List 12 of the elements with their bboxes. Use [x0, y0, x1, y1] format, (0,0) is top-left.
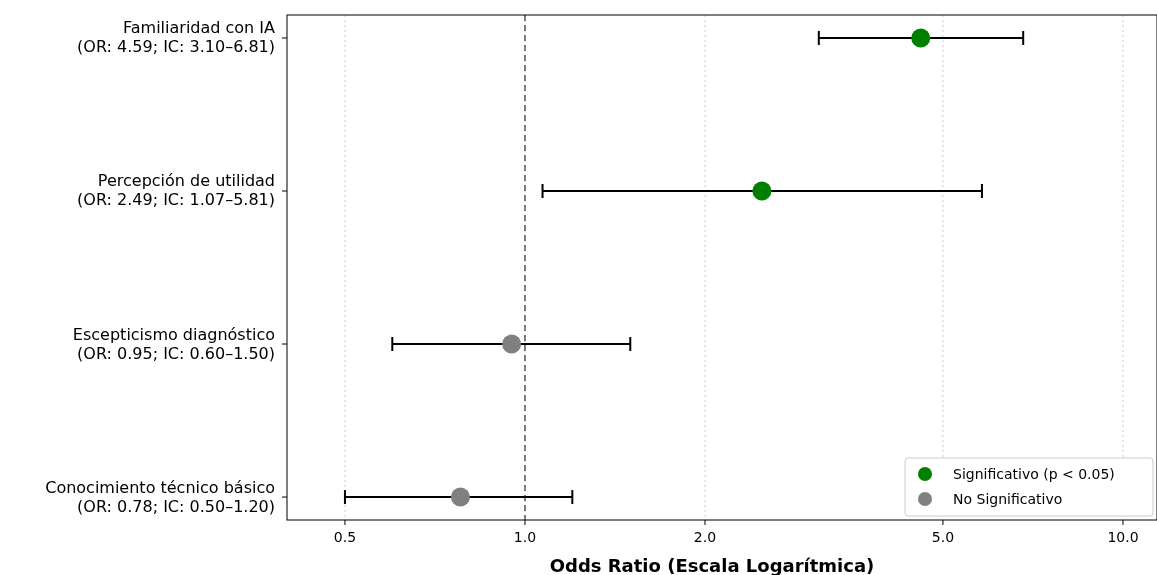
x-tick-label: 0.5	[333, 529, 357, 545]
x-tick-label: 5.0	[931, 529, 955, 545]
y-tick-label: Escepticismo diagnóstico (OR: 0.95; IC: 0.60–1.50)	[72, 324, 275, 363]
y-tick-label: Conocimiento técnico básico (OR: 0.78; IC: 0.50–1.20)	[45, 477, 275, 516]
x-tick-label: 2.0	[693, 529, 717, 545]
legend-label: No Significativo	[953, 491, 1063, 507]
x-tick-label: 10.0	[1107, 529, 1139, 545]
legend-label: Significativo (p < 0.05)	[953, 466, 1115, 482]
x-tick-label: 1.0	[513, 529, 537, 545]
y-tick-label: Percepción de utilidad (OR: 2.49; IC: 1.07–5.81)	[77, 171, 275, 210]
y-tick-label: Familiaridad con IA (OR: 4.59; IC: 3.10–6.81)	[77, 18, 276, 57]
x-axis-title: Odds Ratio (Escala Logarítmica)	[549, 555, 875, 575]
